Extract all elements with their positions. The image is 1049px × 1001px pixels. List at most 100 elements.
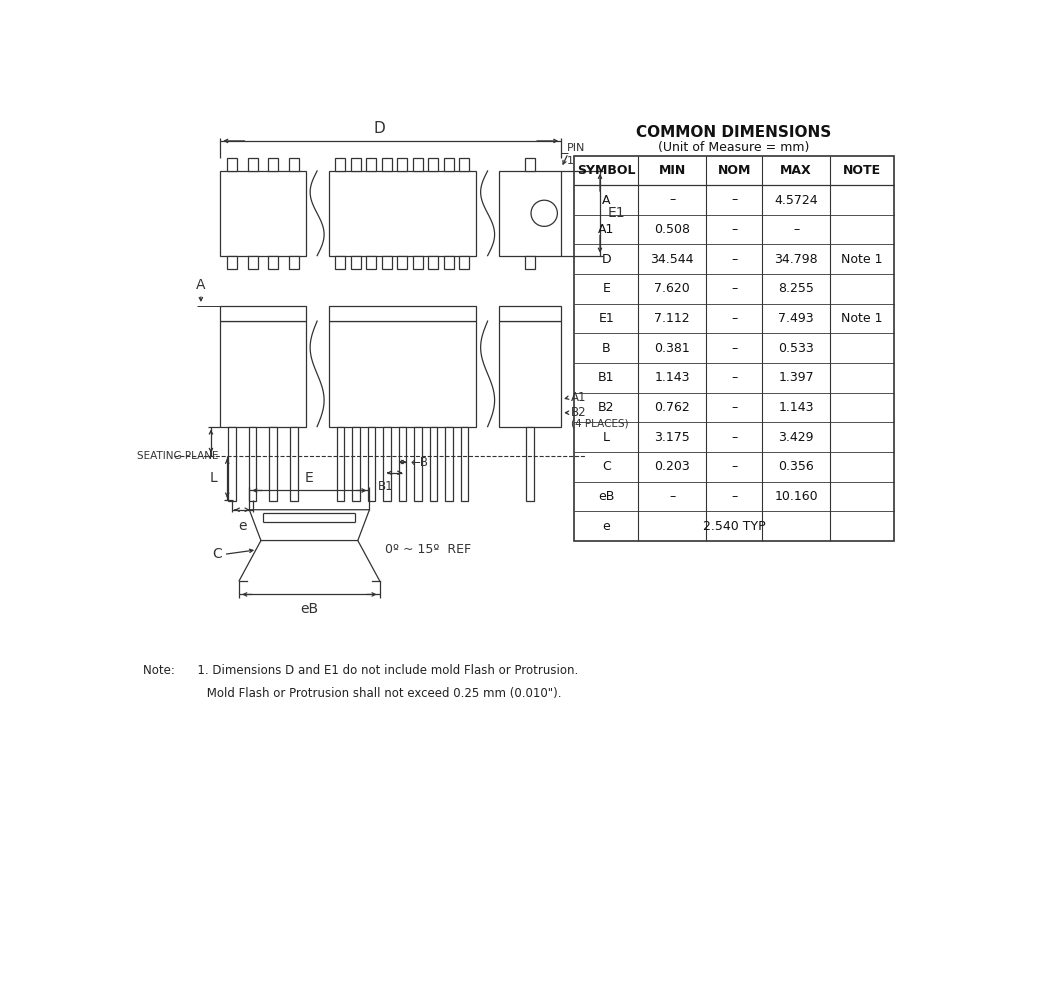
- Text: 4.5724: 4.5724: [774, 193, 818, 206]
- Text: PIN: PIN: [566, 143, 585, 153]
- Text: L: L: [210, 471, 217, 485]
- Bar: [382, 158, 392, 171]
- Bar: [413, 158, 423, 171]
- Text: (4 PLACES): (4 PLACES): [571, 418, 628, 428]
- Text: eB: eB: [300, 603, 319, 617]
- Text: Note:      1. Dimensions D and E1 do not include mold Flash or Protrusion.: Note: 1. Dimensions D and E1 do not incl…: [143, 664, 578, 677]
- Bar: [350, 255, 361, 268]
- Text: 1: 1: [568, 156, 574, 166]
- Text: –: –: [731, 460, 737, 473]
- Text: B2: B2: [571, 406, 586, 419]
- Bar: [366, 255, 377, 268]
- Bar: [367, 426, 376, 500]
- Text: 2.540 TYP: 2.540 TYP: [703, 520, 766, 533]
- Text: –: –: [731, 193, 737, 206]
- Text: 7.493: 7.493: [778, 312, 814, 325]
- Bar: [429, 426, 437, 500]
- Bar: [336, 255, 345, 268]
- Text: –: –: [731, 430, 737, 443]
- Bar: [526, 158, 535, 171]
- Text: A: A: [602, 193, 611, 206]
- Text: 0.356: 0.356: [778, 460, 814, 473]
- Text: SYMBOL: SYMBOL: [577, 164, 636, 177]
- Text: eB: eB: [598, 489, 615, 503]
- Text: 0.762: 0.762: [655, 401, 690, 414]
- Bar: [399, 426, 406, 500]
- Bar: [227, 158, 237, 171]
- Bar: [270, 426, 277, 500]
- Text: –: –: [731, 341, 737, 354]
- Text: A1: A1: [571, 390, 586, 403]
- Bar: [328, 321, 476, 426]
- Bar: [444, 255, 454, 268]
- Bar: [220, 305, 305, 321]
- Text: E1: E1: [598, 312, 614, 325]
- Bar: [248, 158, 258, 171]
- Text: C: C: [213, 548, 222, 562]
- Bar: [328, 305, 476, 321]
- Text: –: –: [731, 312, 737, 325]
- Bar: [398, 158, 407, 171]
- Text: D: D: [373, 121, 385, 136]
- Text: 34.798: 34.798: [774, 253, 818, 266]
- Text: –: –: [731, 489, 737, 503]
- Text: 3.429: 3.429: [778, 430, 814, 443]
- Text: e: e: [602, 520, 611, 533]
- Bar: [382, 255, 392, 268]
- Text: MAX: MAX: [780, 164, 812, 177]
- Bar: [459, 255, 469, 268]
- Bar: [499, 321, 561, 426]
- Bar: [337, 426, 344, 500]
- Text: 0.508: 0.508: [655, 223, 690, 236]
- Text: D: D: [601, 253, 611, 266]
- Bar: [428, 255, 438, 268]
- Text: L: L: [603, 430, 609, 443]
- Text: C: C: [602, 460, 611, 473]
- Bar: [220, 321, 305, 426]
- Text: –: –: [793, 223, 799, 236]
- Bar: [228, 426, 236, 500]
- Bar: [499, 171, 561, 255]
- Text: –: –: [669, 193, 676, 206]
- Bar: [398, 255, 407, 268]
- Bar: [445, 426, 453, 500]
- Text: 0º ~ 15º  REF: 0º ~ 15º REF: [385, 544, 471, 557]
- Bar: [350, 158, 361, 171]
- Bar: [527, 426, 534, 500]
- Text: E: E: [602, 282, 611, 295]
- Text: MIN: MIN: [659, 164, 686, 177]
- Text: B1: B1: [598, 371, 615, 384]
- Bar: [227, 255, 237, 268]
- Bar: [459, 158, 469, 171]
- Text: –: –: [731, 282, 737, 295]
- Text: 7.112: 7.112: [655, 312, 690, 325]
- Text: 10.160: 10.160: [774, 489, 818, 503]
- Bar: [366, 158, 377, 171]
- Text: Note 1: Note 1: [841, 312, 882, 325]
- Text: E: E: [305, 471, 314, 485]
- Bar: [352, 426, 360, 500]
- Text: 1.397: 1.397: [778, 371, 814, 384]
- Bar: [499, 305, 561, 321]
- Text: A1: A1: [598, 223, 615, 236]
- Text: 0.203: 0.203: [655, 460, 690, 473]
- Text: 3.175: 3.175: [655, 430, 690, 443]
- Text: SEATING PLANE: SEATING PLANE: [137, 450, 219, 460]
- Text: Note 1: Note 1: [841, 253, 882, 266]
- Text: A: A: [196, 278, 206, 292]
- Bar: [248, 255, 258, 268]
- Text: E1: E1: [607, 206, 625, 220]
- Bar: [328, 171, 476, 255]
- Text: –: –: [731, 371, 737, 384]
- Bar: [444, 158, 454, 171]
- Bar: [413, 255, 423, 268]
- Text: (Unit of Measure = mm): (Unit of Measure = mm): [659, 141, 810, 154]
- Text: ←B: ←B: [410, 455, 428, 468]
- Text: –: –: [731, 223, 737, 236]
- Text: 34.544: 34.544: [650, 253, 693, 266]
- Bar: [288, 255, 299, 268]
- Text: 7.620: 7.620: [655, 282, 690, 295]
- Text: –: –: [669, 489, 676, 503]
- Text: COMMON DIMENSIONS: COMMON DIMENSIONS: [637, 125, 832, 140]
- Text: –: –: [731, 401, 737, 414]
